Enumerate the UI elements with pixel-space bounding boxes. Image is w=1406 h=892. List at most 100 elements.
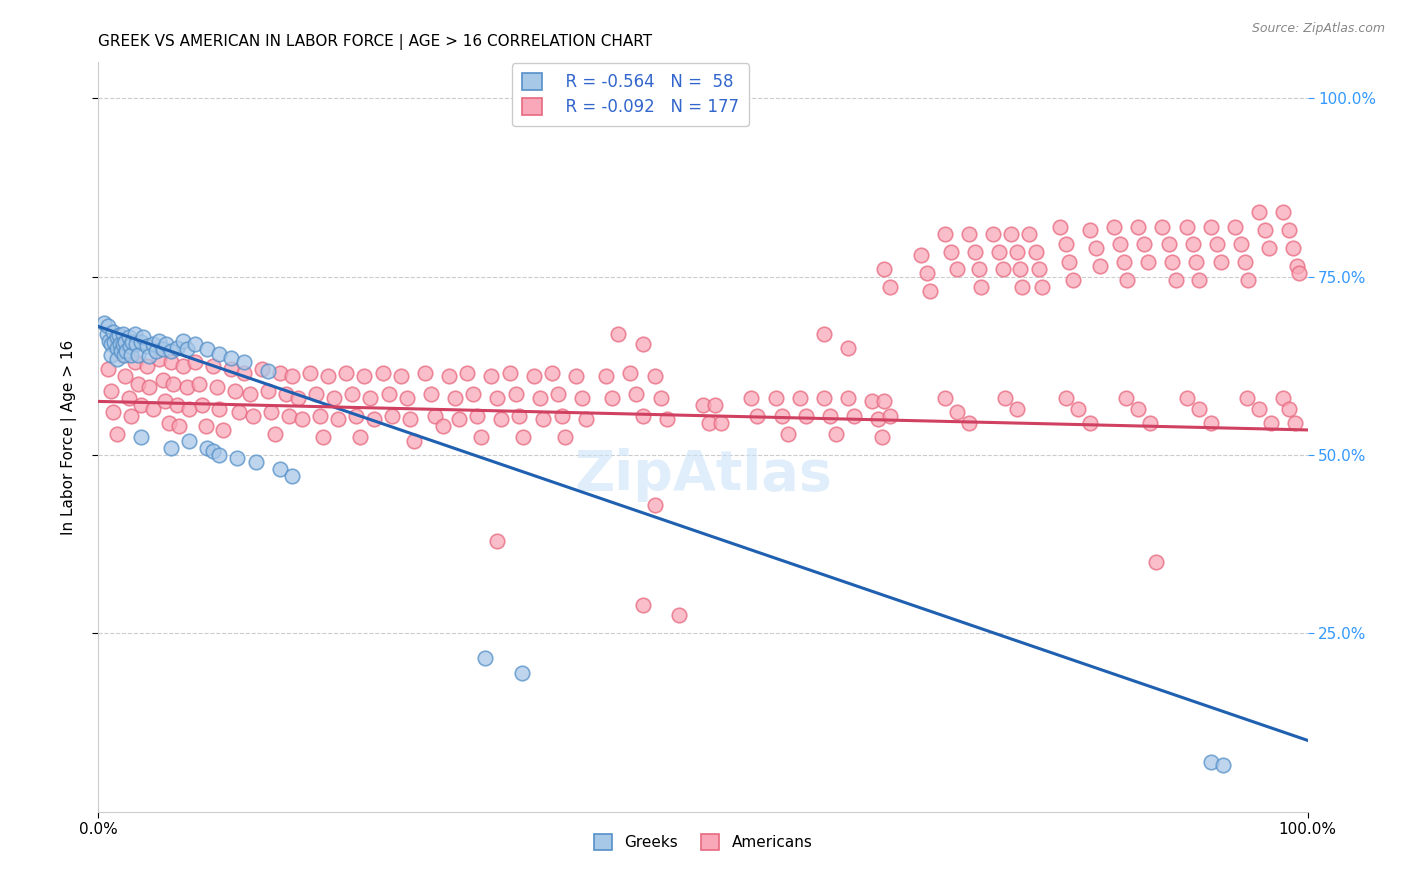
- Point: [160, 441, 183, 455]
- Point: [1164, 273, 1187, 287]
- Point: [120, 409, 142, 423]
- Point: [135, 359, 157, 373]
- Point: [946, 405, 969, 419]
- Point: [1062, 273, 1084, 287]
- Point: [1272, 205, 1295, 219]
- Text: ZipAtlas: ZipAtlas: [574, 448, 832, 501]
- Point: [287, 391, 309, 405]
- Point: [1136, 255, 1159, 269]
- Point: [239, 387, 262, 401]
- Point: [1007, 244, 1029, 259]
- Point: [432, 419, 454, 434]
- Point: [1128, 219, 1150, 234]
- Point: [571, 391, 593, 405]
- Point: [870, 430, 893, 444]
- Point: [1133, 237, 1156, 252]
- Point: [166, 341, 188, 355]
- Point: [1175, 219, 1198, 234]
- Point: [1067, 401, 1090, 416]
- Point: [860, 394, 883, 409]
- Point: [970, 280, 993, 294]
- Point: [1078, 223, 1101, 237]
- Point: [1230, 237, 1253, 252]
- Point: [1109, 237, 1132, 252]
- Point: [278, 409, 301, 423]
- Point: [550, 409, 572, 423]
- Point: [179, 434, 201, 448]
- Point: [444, 391, 467, 405]
- Point: [371, 366, 394, 380]
- Point: [1008, 262, 1031, 277]
- Point: [1260, 416, 1282, 430]
- Point: [740, 391, 762, 405]
- Point: [1031, 280, 1053, 294]
- Point: [100, 337, 122, 351]
- Point: [312, 430, 335, 444]
- Point: [138, 350, 160, 364]
- Point: [323, 391, 346, 405]
- Point: [991, 262, 1014, 277]
- Point: [125, 337, 148, 351]
- Point: [232, 355, 254, 369]
- Point: [1088, 259, 1111, 273]
- Point: [402, 434, 425, 448]
- Point: [226, 451, 249, 466]
- Point: [127, 376, 149, 391]
- Point: [1236, 391, 1258, 405]
- Point: [465, 409, 488, 423]
- Point: [915, 266, 938, 280]
- Point: [129, 335, 152, 350]
- Point: [118, 391, 141, 405]
- Point: [873, 394, 896, 409]
- Point: [202, 444, 225, 458]
- Point: [274, 387, 297, 401]
- Point: [256, 364, 278, 378]
- Point: [765, 391, 787, 405]
- Point: [142, 401, 165, 416]
- Point: [162, 376, 184, 391]
- Point: [607, 326, 630, 341]
- Point: [169, 419, 191, 434]
- Point: [1199, 416, 1222, 430]
- Point: [179, 401, 201, 416]
- Point: [837, 341, 859, 355]
- Point: [481, 369, 503, 384]
- Point: [100, 348, 122, 362]
- Point: [389, 369, 412, 384]
- Point: [1288, 266, 1310, 280]
- Point: [172, 359, 194, 373]
- Point: [704, 398, 727, 412]
- Point: [420, 387, 443, 401]
- Point: [1059, 255, 1081, 269]
- Point: [115, 344, 138, 359]
- Point: [981, 227, 1004, 241]
- Point: [655, 412, 678, 426]
- Point: [184, 337, 207, 351]
- Point: [1011, 280, 1033, 294]
- Point: [157, 416, 180, 430]
- Point: [1188, 401, 1211, 416]
- Point: [326, 412, 349, 426]
- Point: [121, 335, 143, 350]
- Point: [208, 346, 231, 360]
- Point: [363, 412, 385, 426]
- Point: [1233, 255, 1256, 269]
- Point: [349, 430, 371, 444]
- Point: [152, 343, 174, 357]
- Point: [1278, 223, 1301, 237]
- Point: [152, 373, 174, 387]
- Point: [124, 326, 146, 341]
- Point: [437, 369, 460, 384]
- Point: [381, 409, 404, 423]
- Y-axis label: In Labor Force | Age > 16: In Labor Force | Age > 16: [60, 340, 77, 534]
- Point: [486, 533, 509, 548]
- Point: [1249, 401, 1271, 416]
- Point: [510, 665, 533, 680]
- Point: [93, 316, 115, 330]
- Point: [110, 344, 132, 359]
- Point: [138, 380, 160, 394]
- Point: [221, 362, 243, 376]
- Point: [195, 343, 218, 357]
- Point: [965, 244, 987, 259]
- Point: [129, 398, 152, 412]
